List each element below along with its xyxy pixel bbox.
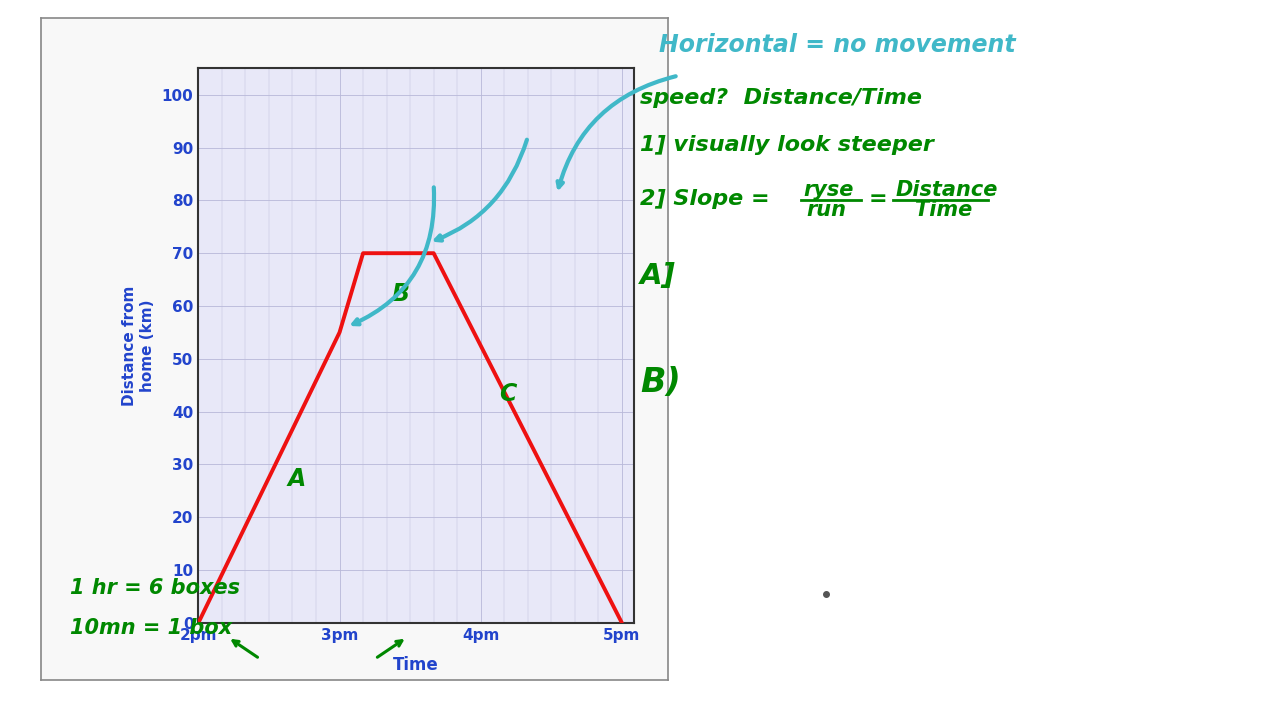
Text: =: = (869, 189, 888, 210)
Text: Time: Time (915, 200, 973, 220)
Text: Horizontal = no movement: Horizontal = no movement (659, 33, 1016, 57)
Text: speed?  Distance/Time: speed? Distance/Time (640, 89, 922, 109)
Text: 10mn = 1 box: 10mn = 1 box (70, 618, 233, 638)
Text: Time: Time (393, 656, 439, 674)
Text: 2] Slope =: 2] Slope = (640, 189, 777, 210)
Text: B: B (392, 282, 410, 306)
Text: 1 hr = 6 boxes: 1 hr = 6 boxes (70, 578, 241, 598)
Text: A: A (288, 467, 306, 490)
Text: B): B) (640, 366, 681, 400)
Text: ryse: ryse (804, 180, 854, 200)
Text: A]: A] (640, 262, 676, 290)
Text: C: C (499, 382, 517, 406)
Text: run: run (806, 200, 846, 220)
Text: 1] visually look steeper: 1] visually look steeper (640, 135, 934, 156)
Y-axis label: Distance from
home (km): Distance from home (km) (123, 285, 155, 406)
Text: Distance: Distance (896, 180, 998, 200)
